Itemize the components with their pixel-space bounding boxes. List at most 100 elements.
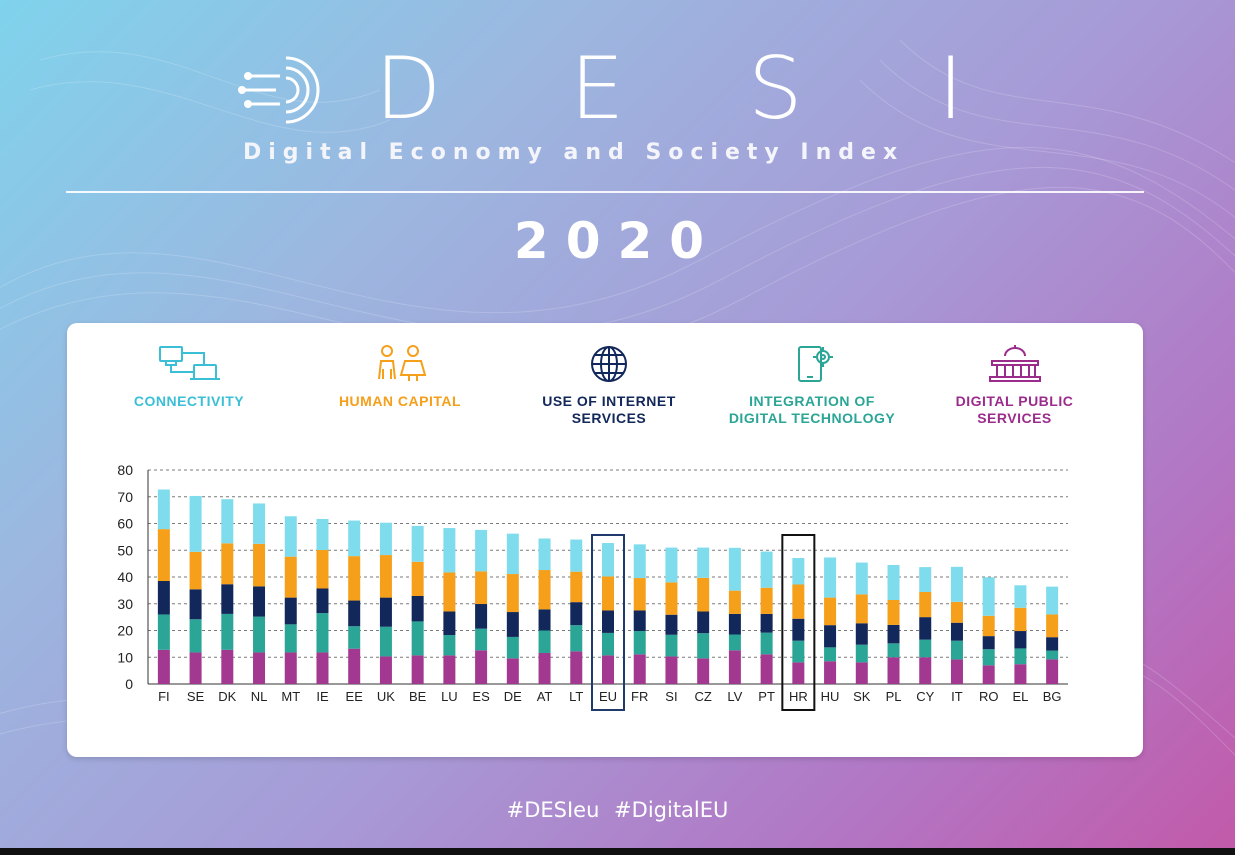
- y-tick-label: 10: [117, 649, 133, 665]
- x-tick-label: MT: [281, 689, 300, 704]
- bar-segment: [728, 634, 741, 651]
- x-tick-label: EU: [599, 689, 617, 704]
- bar-segment: [379, 522, 392, 556]
- bar-segment: [443, 572, 456, 612]
- bar-segment: [697, 633, 710, 659]
- x-tick-label: BE: [409, 689, 427, 704]
- x-tick-label: IT: [951, 689, 963, 704]
- bar-segment: [411, 595, 424, 622]
- y-tick-label: 60: [117, 516, 133, 532]
- desi-logo-icon: [238, 56, 320, 124]
- bar-segment: [411, 525, 424, 562]
- legend-label-line2: SERVICES: [977, 410, 1052, 426]
- bar-segment: [887, 600, 900, 625]
- government-building-icon: [988, 345, 1041, 382]
- bar-segment: [379, 597, 392, 627]
- bar-segment: [792, 640, 805, 663]
- bar-segment: [982, 649, 995, 666]
- x-tick-label: RO: [979, 689, 999, 704]
- x-tick-label: PT: [758, 689, 775, 704]
- bar-segment: [602, 543, 614, 577]
- bar-segment: [950, 640, 963, 660]
- legend-label: HUMAN CAPITAL: [338, 393, 462, 409]
- bar-segment: [475, 529, 488, 572]
- bar-segment: [284, 516, 297, 557]
- bar-segment: [633, 631, 646, 655]
- bar-segment: [633, 578, 646, 611]
- bar-segment: [379, 555, 392, 598]
- bar-segment: [411, 621, 424, 656]
- bar-segment: [824, 661, 837, 684]
- y-tick-label: 20: [117, 623, 133, 639]
- bar-segment: [253, 616, 266, 653]
- bar-segment: [570, 602, 583, 626]
- legend-label: DIGITAL PUBLIC: [955, 393, 1074, 409]
- bar-segment: [443, 611, 456, 636]
- bar-segment: [443, 528, 456, 573]
- bar-segment: [855, 623, 868, 645]
- bar-segment: [538, 609, 551, 631]
- y-tick-label: 70: [117, 489, 133, 505]
- bar-segment: [157, 489, 170, 530]
- bar-segment: [887, 643, 900, 658]
- bar-segment: [189, 589, 202, 620]
- bar-segment: [348, 648, 361, 684]
- bar-segment: [316, 652, 329, 684]
- x-tick-label: HU: [821, 689, 840, 704]
- bar-segment: [475, 628, 488, 651]
- bar-segment: [570, 539, 583, 572]
- bar-segment: [728, 650, 741, 684]
- bar-segment: [443, 655, 456, 684]
- x-tick-label: DK: [218, 689, 236, 704]
- bar-segment: [665, 547, 678, 583]
- bar-segment: [316, 613, 329, 653]
- bar-segment: [633, 654, 646, 684]
- bar-segment: [1046, 659, 1059, 684]
- title-letter-s: S: [748, 39, 803, 139]
- bar-segment: [316, 518, 329, 550]
- bar-segment: [982, 615, 995, 637]
- bar-segment: [697, 658, 710, 684]
- bar-segment: [950, 566, 963, 602]
- bar-segment: [728, 590, 741, 614]
- bar-segment: [602, 576, 614, 611]
- bar-segment: [982, 577, 995, 616]
- bar-segment: [538, 630, 551, 653]
- bar-segment: [538, 652, 551, 684]
- bar-segment: [538, 570, 551, 610]
- chart-card: CONNECTIVITY HUMAN CAPITAL USE OF INTERN…: [67, 323, 1143, 757]
- legend-label-line2: SERVICES: [571, 410, 647, 426]
- x-tick-label: CY: [916, 689, 934, 704]
- bar-segment: [189, 495, 202, 552]
- bar-segment: [792, 558, 805, 585]
- bar-segment: [1014, 631, 1027, 649]
- x-tick-label: BG: [1043, 689, 1062, 704]
- bar-segment: [157, 614, 170, 650]
- bar-segment: [221, 649, 234, 684]
- bar-segment: [760, 654, 773, 684]
- bar-segment: [887, 657, 900, 684]
- bar-segment: [411, 561, 424, 596]
- bar-segment: [506, 636, 519, 659]
- bar-segment: [760, 551, 773, 588]
- bar-segment: [982, 636, 995, 650]
- bar-segment: [506, 658, 519, 684]
- bar-segment: [792, 584, 805, 619]
- bar-segment: [855, 562, 868, 595]
- bar-segment: [697, 611, 710, 634]
- bar-segment: [1046, 650, 1059, 660]
- bar-segment: [475, 604, 488, 629]
- bar-segment: [221, 613, 234, 650]
- bar-segment: [950, 622, 963, 641]
- bar-segment: [1014, 585, 1027, 608]
- x-tick-label: LV: [727, 689, 742, 704]
- legend-use-of-internet-services: USE OF INTERNET SERVICES: [514, 343, 704, 427]
- y-tick-label: 30: [117, 596, 133, 612]
- bar-segment: [950, 601, 963, 623]
- y-tick-label: 40: [117, 569, 133, 585]
- bar-segment: [665, 634, 678, 657]
- bar-segment: [157, 529, 170, 582]
- bottom-bar: [0, 848, 1235, 855]
- bar-segment: [570, 571, 583, 603]
- bar-segment: [475, 571, 488, 605]
